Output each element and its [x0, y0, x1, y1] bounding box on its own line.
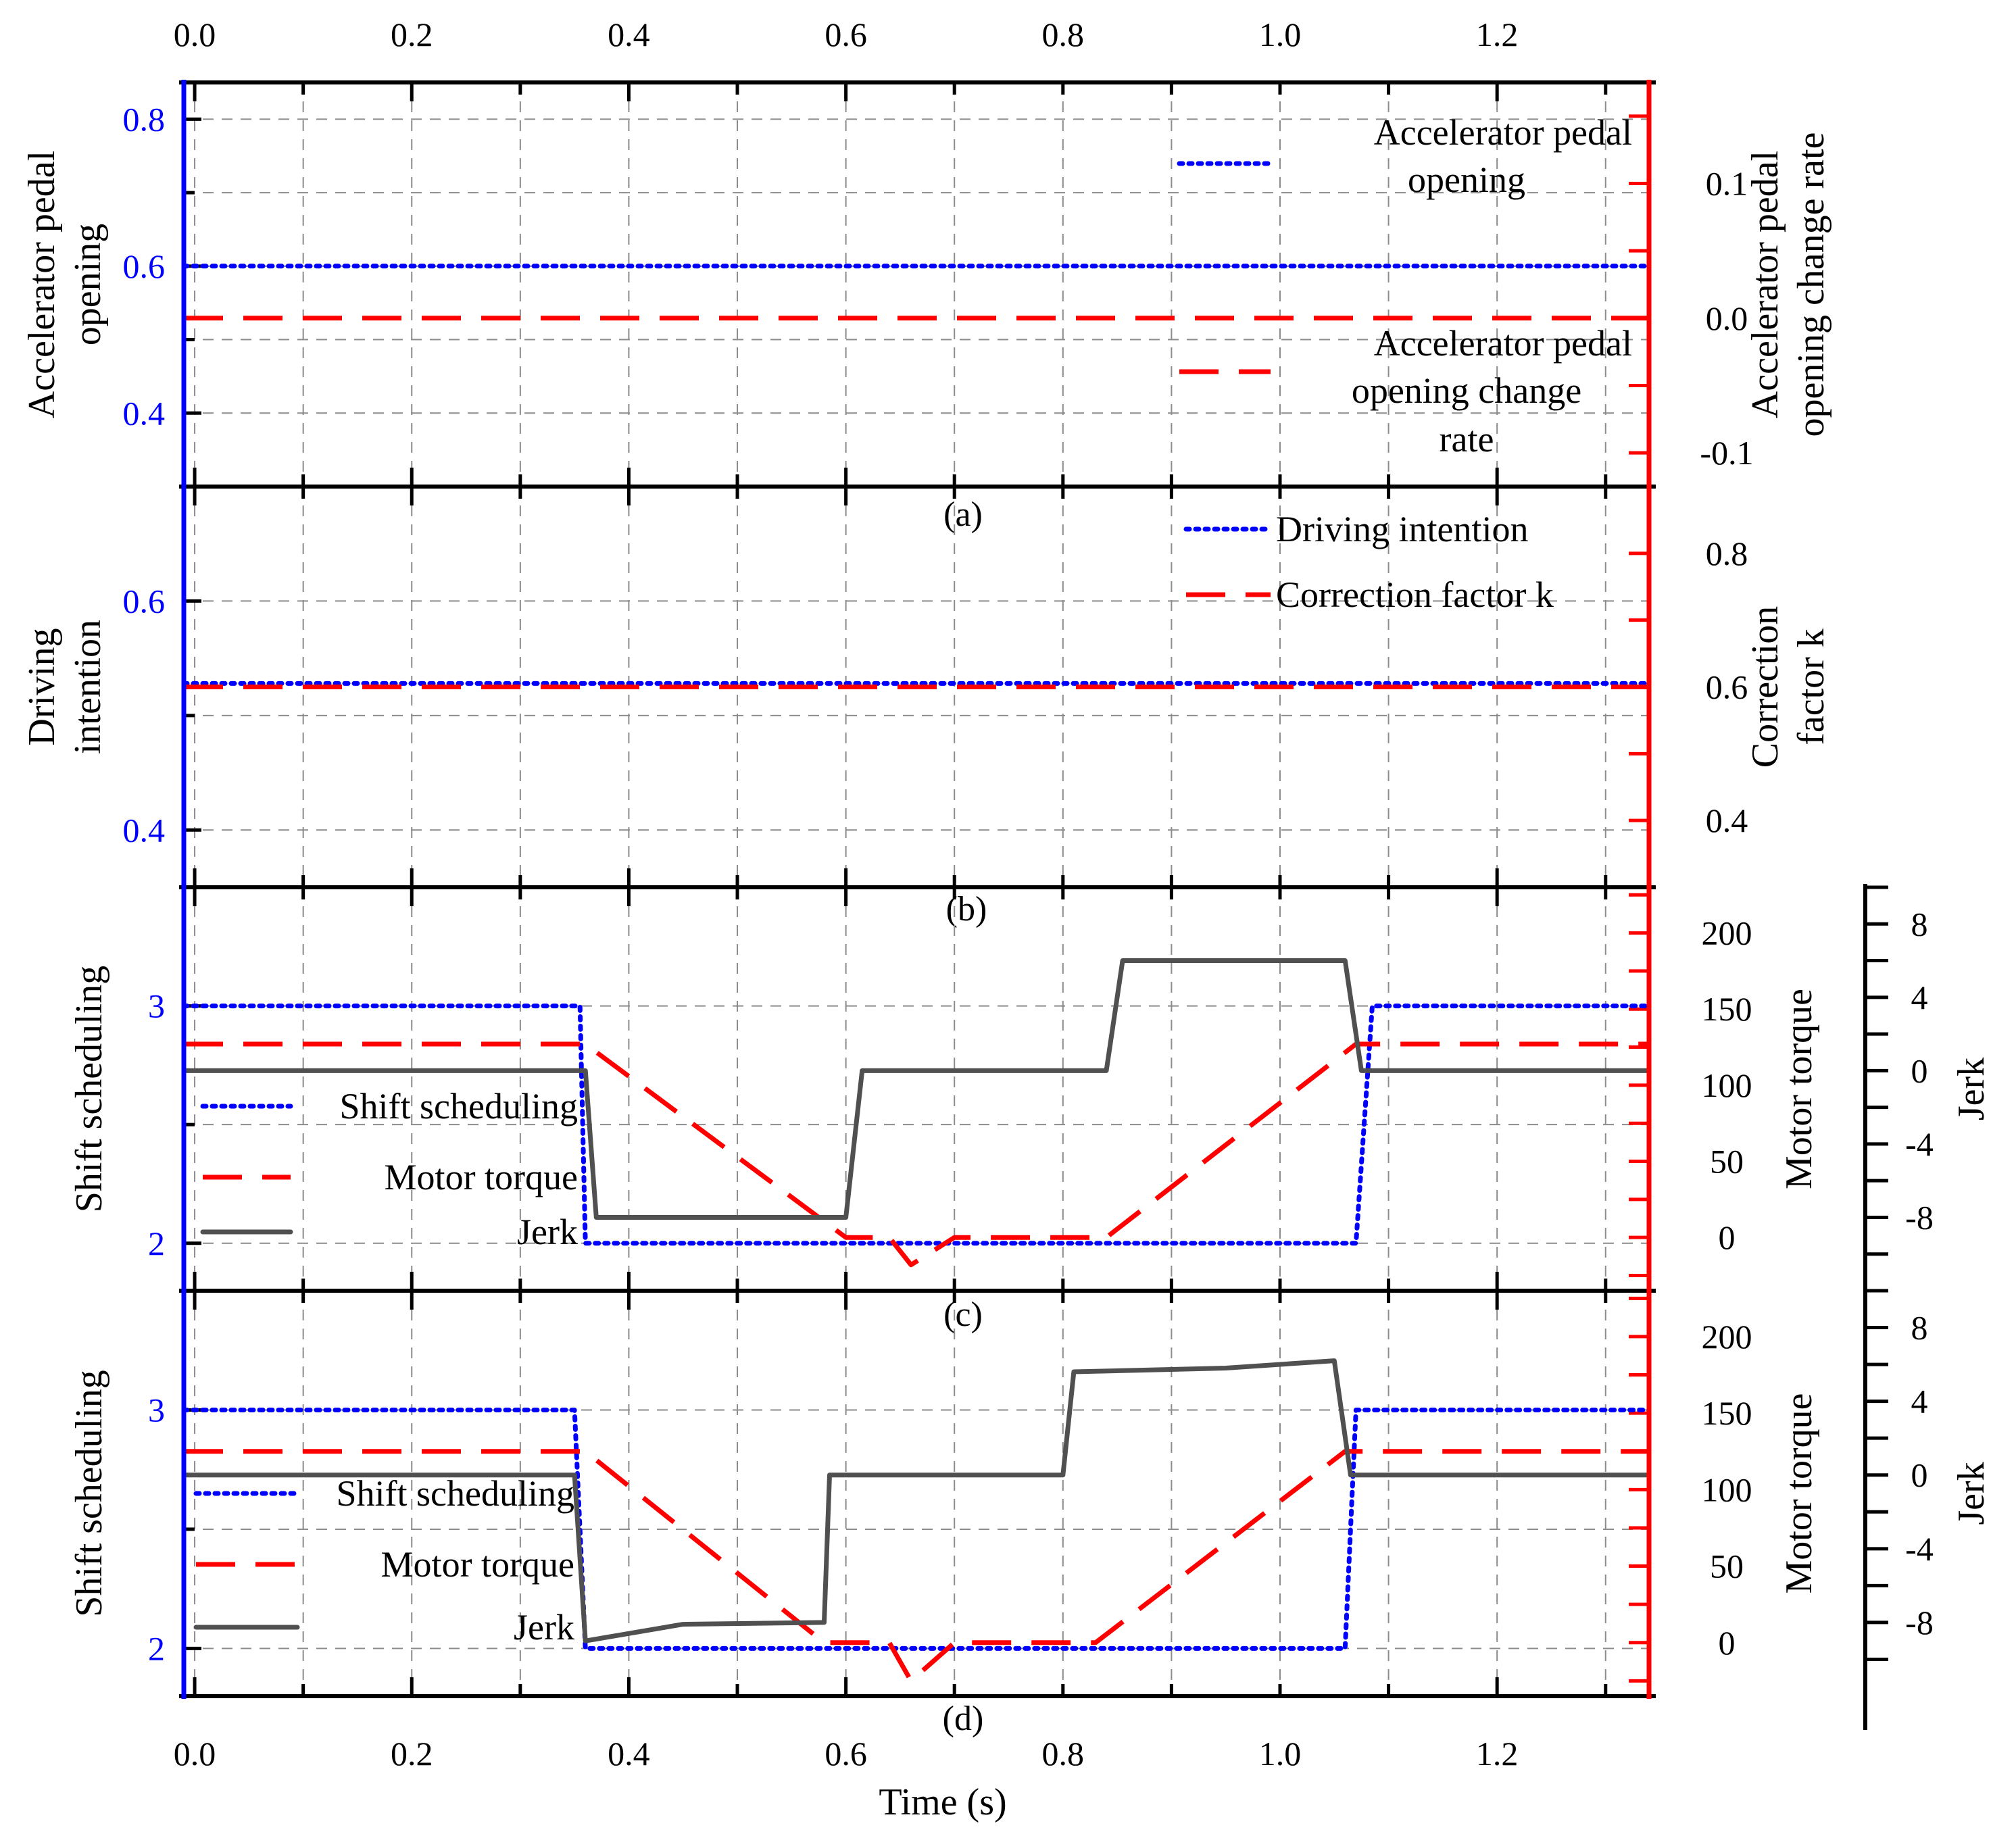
right-axis-label: factor k	[1790, 628, 1832, 745]
legend-label: Jerk	[517, 1212, 578, 1252]
x-tick-label-top: 0.8	[1042, 16, 1085, 53]
x-tick-label-bottom: 0.8	[1042, 1735, 1085, 1773]
left-axis-tick-label: 2	[148, 1629, 165, 1667]
panel-label: (d)	[943, 1700, 984, 1738]
right-axis-tick-label: 150	[1702, 1394, 1752, 1432]
legend-label: Driving intention	[1276, 509, 1528, 549]
x-tick-label-top: 0.4	[608, 16, 650, 53]
x-tick-label-top: 0.6	[825, 16, 867, 53]
legend-label: Accelerator pedal	[1374, 323, 1632, 364]
legend: Shift scheduling Motor torque Jerk	[193, 1473, 574, 1648]
left-axis-tick-label: 3	[148, 1391, 165, 1429]
panel-label: (b)	[946, 890, 987, 929]
jerk-axis-tick-label: 4	[1911, 1383, 1928, 1420]
right-axis-tick-label: 0	[1719, 1624, 1736, 1662]
jerk-axis-tick-label: 8	[1911, 905, 1928, 943]
jerk-axis-tick-label: 0	[1911, 1456, 1928, 1494]
x-tick-label-bottom: 1.0	[1259, 1735, 1302, 1773]
x-tick-label-bottom: 0.0	[174, 1735, 216, 1773]
series-line-shift-scheduling	[181, 1004, 1652, 1246]
panel-label: (c)	[943, 1295, 983, 1334]
series-line-motor-torque	[184, 1449, 1649, 1683]
right-axis-tick-label: 150	[1702, 990, 1752, 1028]
x-tick-label-top: 0.0	[174, 16, 216, 53]
jerk-axis-tick-label: -4	[1905, 1530, 1934, 1568]
right-axis-label: Accelerator pedal	[1744, 151, 1786, 418]
series-line-jerk	[181, 958, 1652, 1220]
left-axis-tick-label: 2	[148, 1224, 165, 1262]
legend-label: Accelerator pedal	[1374, 112, 1632, 153]
x-tick-label-bottom: 0.6	[825, 1735, 867, 1773]
jerk-axis-tick-label: 8	[1911, 1309, 1928, 1347]
right-axis-tick-label: 0	[1719, 1218, 1736, 1256]
right-axis-tick-label: 50	[1710, 1143, 1744, 1181]
right-axis-tick-label: -0.1	[1700, 434, 1753, 472]
legend: Accelerator pedal opening Accelerator peda…	[1177, 112, 1632, 460]
series-line-shift-scheduling	[181, 1408, 1652, 1651]
jerk-axis-tick-label: -8	[1905, 1198, 1934, 1236]
right-axis-tick-label: 0.1	[1706, 165, 1748, 203]
right-axis-tick-label: 0.8	[1706, 535, 1748, 572]
legend-label: opening	[1408, 159, 1525, 200]
right-axis-tick-label: 200	[1702, 1318, 1752, 1356]
x-axis-label: Time (s)	[879, 1781, 1006, 1823]
left-axis-label: opening	[67, 224, 109, 345]
jerk-axis-label: Jerk	[1950, 1462, 1992, 1525]
panel-label: (a)	[943, 495, 983, 534]
series-line-jerk	[181, 1358, 1652, 1643]
jerk-axis-tick-label: -8	[1905, 1604, 1934, 1641]
right-axis-tick-label: 0.6	[1706, 668, 1748, 706]
x-tick-label-top: 1.2	[1476, 16, 1519, 53]
jerk-axis-label: Jerk	[1950, 1058, 1992, 1120]
legend-label: Shift scheduling	[337, 1473, 574, 1514]
legend: Shift scheduling Motor torque Jerk	[200, 1086, 578, 1252]
left-axis-tick-label: 0.6	[123, 582, 166, 620]
right-axis-tick-label: 50	[1710, 1548, 1744, 1585]
left-axis-tick-label: 0.4	[123, 811, 166, 849]
left-axis-label: Shift scheduling	[68, 1370, 110, 1617]
right-axis-label: opening change rate	[1790, 132, 1832, 437]
legend-label: Correction factor k	[1276, 574, 1554, 615]
right-axis-tick-label: 100	[1702, 1066, 1752, 1104]
right-axis-label: Motor torque	[1778, 1393, 1820, 1593]
legend-label: Jerk	[514, 1607, 574, 1648]
right-axis-tick-label: 0.4	[1706, 801, 1748, 839]
right-axis-tick-label: 100	[1702, 1470, 1752, 1508]
legend-label: rate	[1440, 419, 1494, 460]
jerk-axis-tick-label: 4	[1911, 979, 1928, 1016]
left-axis-label: Shift scheduling	[68, 966, 110, 1213]
x-tick-label-bottom: 0.4	[608, 1735, 650, 1773]
right-axis-label: Correction	[1744, 606, 1786, 768]
panel-b: 0.4 0.6 0.4 0.6 0.8 Driving intention Correctio…	[21, 485, 1832, 929]
right-axis-label: Motor torque	[1778, 989, 1820, 1189]
x-tick-label-top: 0.2	[391, 16, 433, 53]
left-axis-label: Driving	[21, 628, 63, 745]
left-axis-tick-label: 0.4	[123, 394, 166, 432]
series-line-motor-torque	[184, 1041, 1649, 1268]
jerk-axis-tick-label: 0	[1911, 1051, 1928, 1089]
jerk-axis-tick-label: -4	[1905, 1125, 1934, 1163]
legend-label: Motor torque	[381, 1544, 574, 1585]
legend-label: opening change	[1352, 370, 1581, 411]
x-tick-label-bottom: 1.2	[1476, 1735, 1519, 1773]
x-tick-label-top: 1.0	[1259, 16, 1302, 53]
x-tick-label-bottom: 0.2	[391, 1735, 433, 1773]
left-axis-tick-label: 0.6	[123, 247, 166, 285]
right-axis-tick-label: 200	[1702, 914, 1752, 952]
left-axis-tick-label: 3	[148, 987, 165, 1025]
left-axis-label: Accelerator pedal	[21, 151, 63, 418]
legend-label: Motor torque	[385, 1157, 578, 1197]
legend: Driving intention Correction factor k	[1183, 509, 1554, 615]
right-axis-tick-label: 0.0	[1706, 299, 1748, 337]
left-axis-label: intention	[67, 620, 109, 754]
legend-label: Shift scheduling	[340, 1086, 578, 1127]
left-axis-tick-label: 0.8	[123, 100, 166, 138]
